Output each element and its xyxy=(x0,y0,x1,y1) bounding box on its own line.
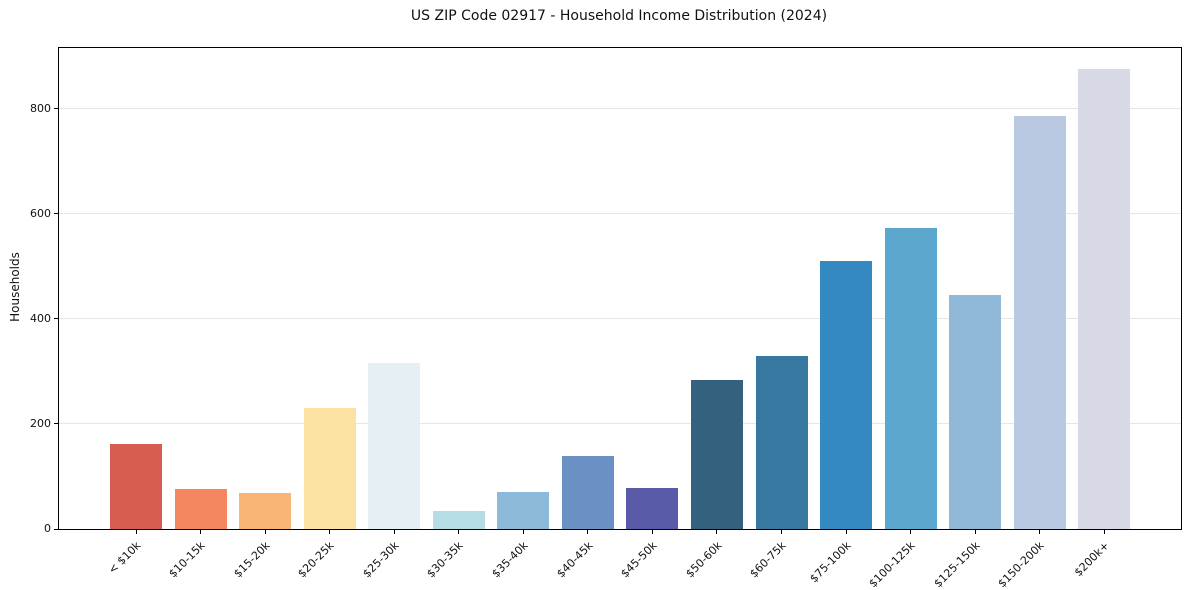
x-tick-mark xyxy=(393,529,395,534)
x-tick-mark xyxy=(329,529,331,534)
bar xyxy=(690,379,743,529)
y-tick-mark xyxy=(54,108,59,110)
bar xyxy=(497,492,550,529)
x-tick-label: $45-50k xyxy=(618,539,660,581)
plot-area: 0 200 400 600 800 < $10k $10-15k $15-20k $20-25k… xyxy=(30,47,1182,590)
x-tick-mark xyxy=(781,529,782,534)
x-tick-label: $200k+ xyxy=(1071,539,1112,580)
x-tick-label: < $10k xyxy=(105,539,144,577)
x-tick-mark xyxy=(1103,529,1105,534)
x-tick-label: $150-200k xyxy=(995,539,1047,590)
y-tick-label: 0 xyxy=(44,522,51,535)
y-tick-label: 400 xyxy=(30,311,51,325)
x-tick-label: $35-40k xyxy=(489,539,531,581)
gridline xyxy=(59,108,1181,110)
x-tick-label: $25-30k xyxy=(360,539,402,581)
x-tick-label: $75-100k xyxy=(807,539,854,586)
bar xyxy=(949,294,1002,529)
x-tick-label: $15-20k xyxy=(231,539,273,581)
bar xyxy=(884,227,937,529)
y-tick-label: 200 xyxy=(30,416,51,430)
y-tick-mark xyxy=(54,318,59,320)
bar xyxy=(174,489,227,529)
bar xyxy=(626,488,679,529)
x-tick-label: $100-125k xyxy=(866,539,918,590)
x-tick-mark xyxy=(264,529,266,534)
x-tick-mark xyxy=(458,529,460,534)
x-tick-label: $40-45k xyxy=(553,539,596,581)
bar xyxy=(110,443,162,529)
y-tick-mark xyxy=(54,423,59,425)
y-tick-label: 600 xyxy=(30,206,51,220)
bar xyxy=(1013,116,1066,529)
bar xyxy=(1078,69,1131,529)
bar xyxy=(561,455,614,529)
x-tick-mark xyxy=(845,529,847,534)
x-tick-mark xyxy=(716,529,718,534)
x-tick-mark xyxy=(522,529,524,534)
x-tick-label: $60-75k xyxy=(747,539,789,581)
chart-title: US ZIP Code 02917 - Household Income Dis… xyxy=(410,8,828,24)
x-tick-label: $50-60k xyxy=(682,539,725,581)
y-tick-mark xyxy=(54,528,59,530)
x-tick-mark xyxy=(200,529,202,534)
bar xyxy=(368,363,421,529)
x-tick-mark xyxy=(135,529,137,534)
gridline xyxy=(59,423,1181,425)
x-tick-mark xyxy=(587,529,589,534)
x-tick-mark xyxy=(974,529,976,534)
x-tick-label: $125-150k xyxy=(931,539,983,590)
y-tick-label: 800 xyxy=(30,101,51,115)
x-tick-label: $20-25k xyxy=(295,539,337,581)
gridline xyxy=(59,213,1181,215)
bar xyxy=(755,355,808,529)
y-tick-mark xyxy=(54,213,59,215)
bar xyxy=(820,261,873,529)
bar xyxy=(239,493,292,529)
x-tick-label: $10-15k xyxy=(166,539,208,581)
x-tick-mark xyxy=(910,529,912,534)
gridline xyxy=(59,318,1181,320)
bar xyxy=(432,511,485,529)
x-tick-mark xyxy=(651,529,653,534)
bar xyxy=(303,408,356,529)
x-tick-label: $30-35k xyxy=(424,539,466,581)
x-tick-mark xyxy=(1039,529,1041,534)
